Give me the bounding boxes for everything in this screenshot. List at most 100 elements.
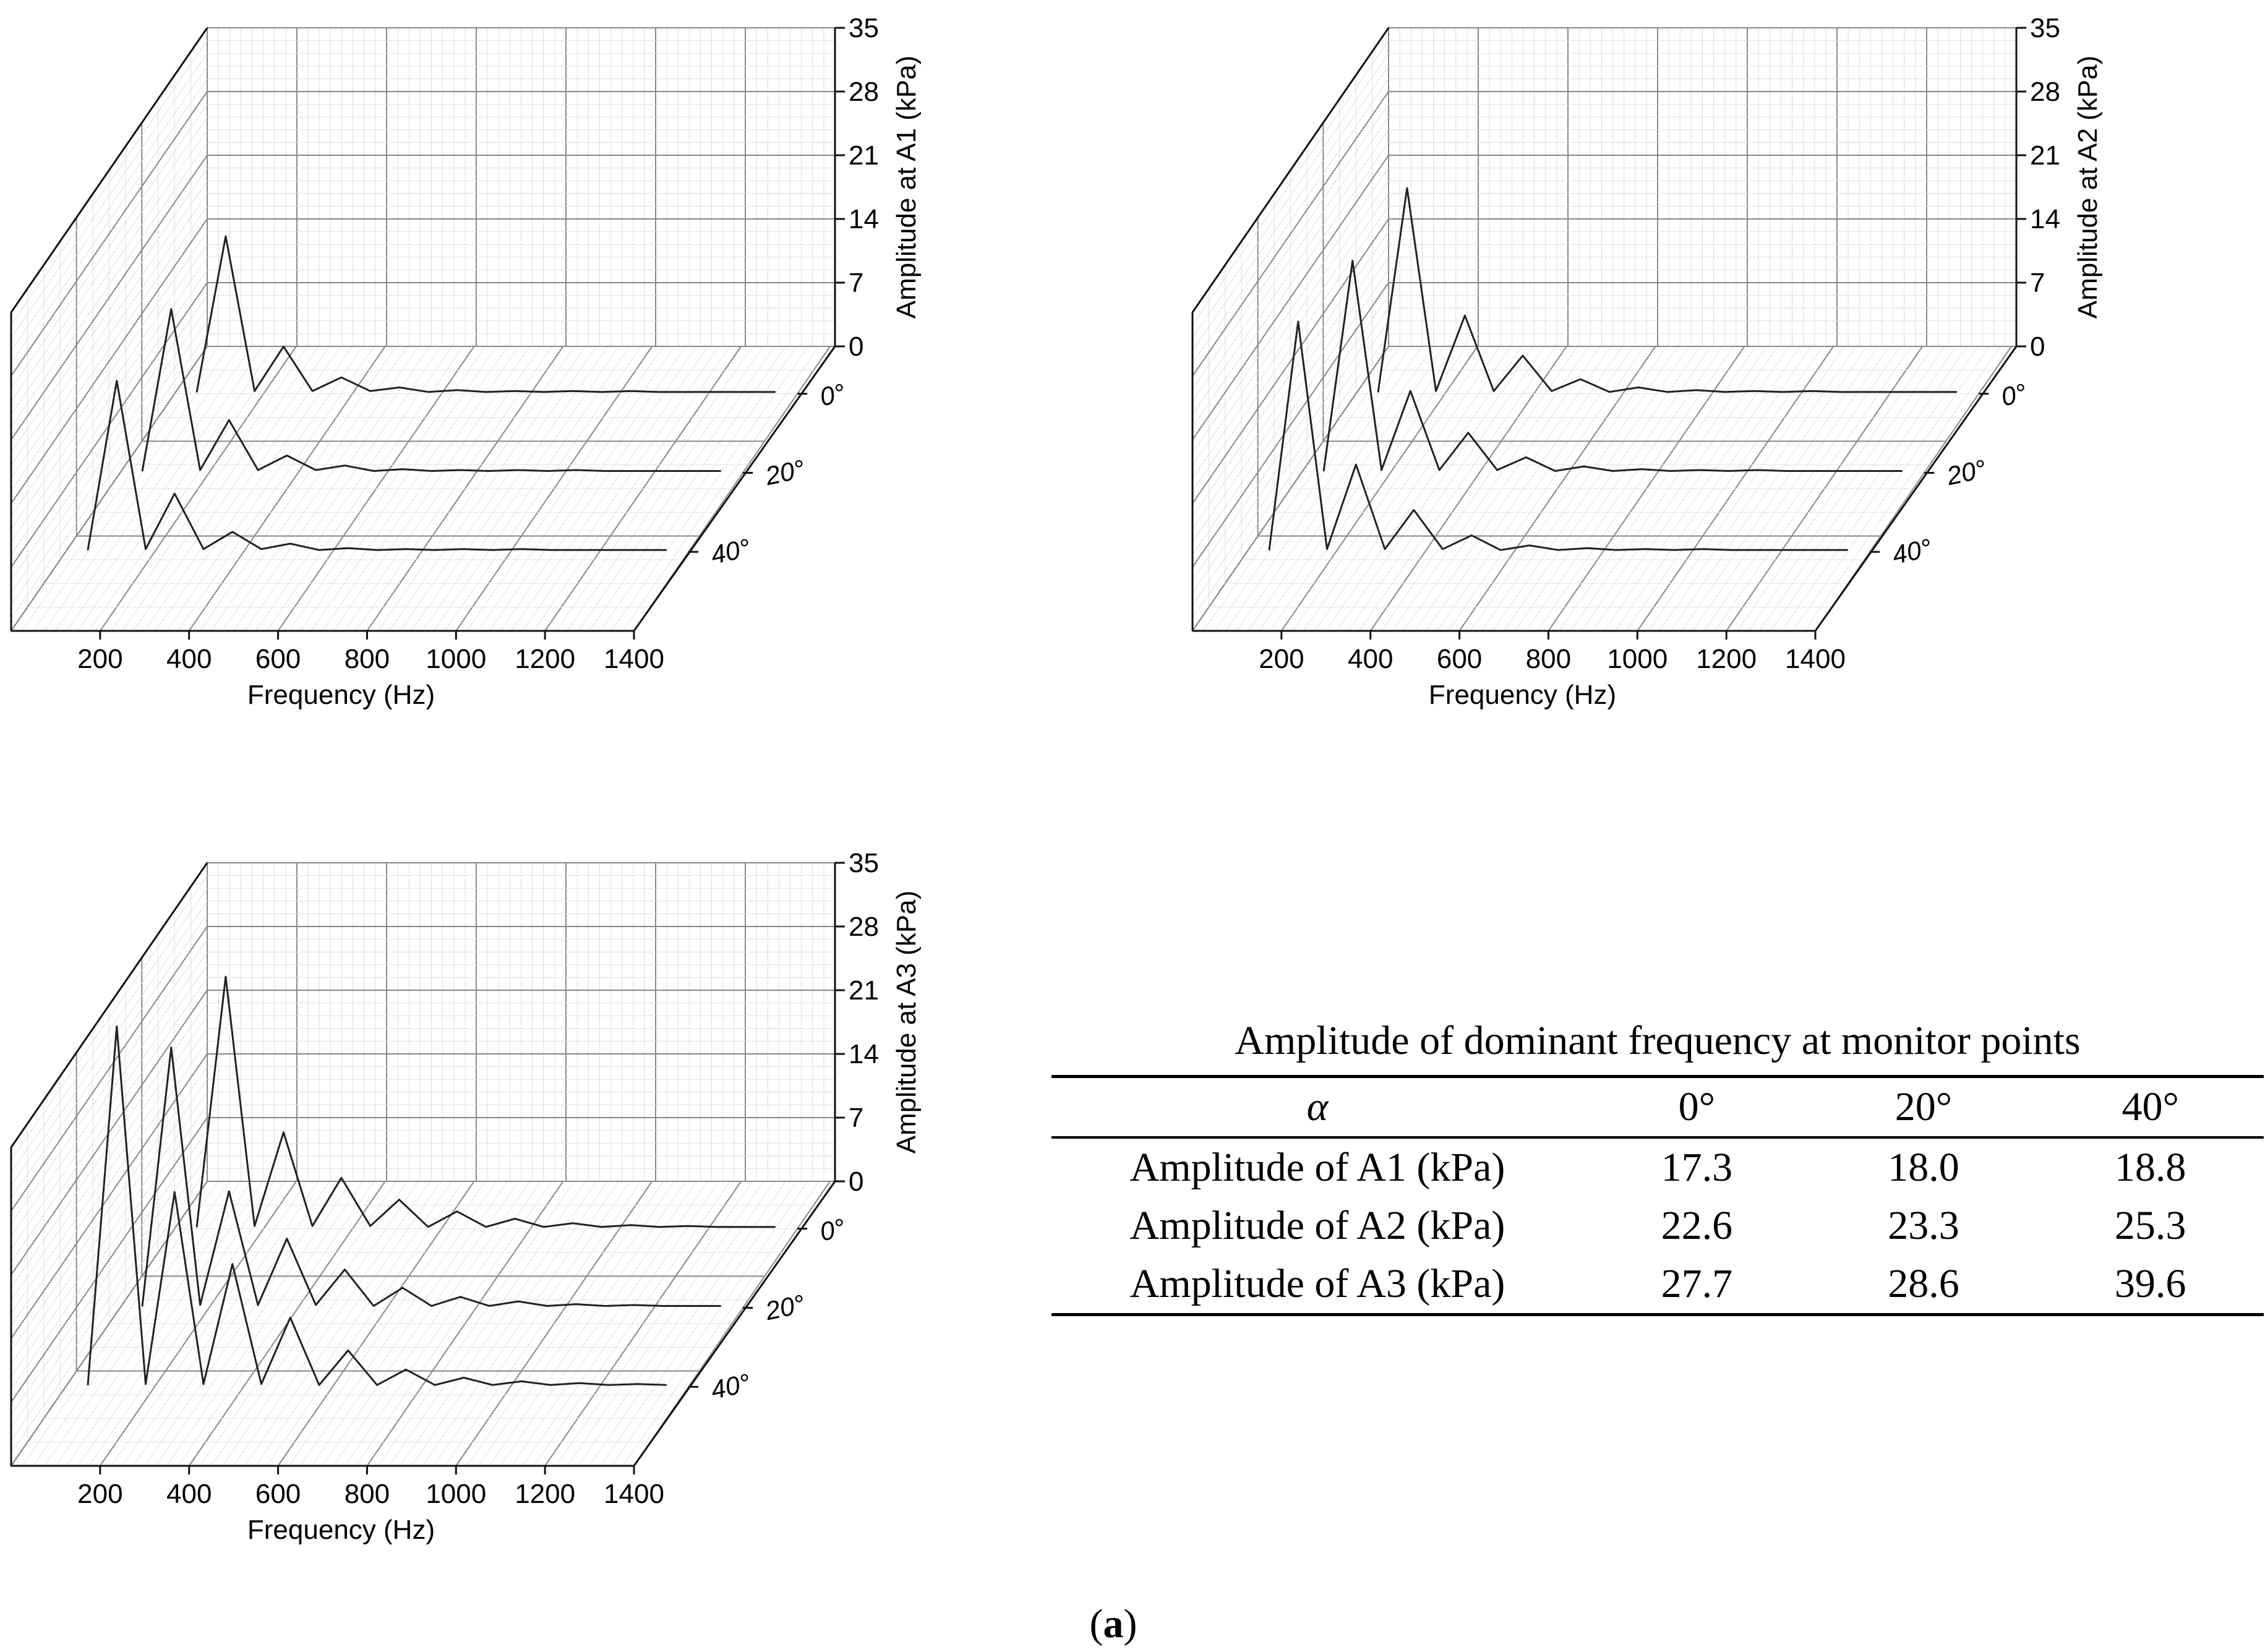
data-point: [1351, 260, 1353, 262]
data-point: [260, 548, 262, 550]
data-point: [1872, 470, 1874, 472]
data-point: [369, 390, 371, 392]
x-tick-label: 800: [1526, 644, 1571, 674]
data-point: [145, 1383, 147, 1385]
caption-open: (: [1089, 1601, 1103, 1646]
gridline-minor: [1192, 53, 1389, 338]
table-row: Amplitude of A2 (kPa) 22.6 23.3 25.3: [1051, 1197, 2264, 1255]
data-point: [633, 470, 635, 472]
x-tick-label: 1200: [515, 1479, 575, 1509]
y-tick-label: 35: [849, 13, 879, 43]
data-point: [376, 1384, 378, 1386]
data-point: [1840, 391, 1842, 393]
data-point: [720, 1305, 722, 1307]
data-point: [543, 1226, 545, 1228]
data-point: [745, 1226, 747, 1228]
data-point: [463, 1377, 465, 1379]
x-tick-label: 1000: [426, 644, 486, 674]
data-point: [745, 391, 747, 393]
data-point: [283, 346, 285, 348]
gridline-minor: [11, 79, 208, 364]
data-point: [254, 390, 255, 392]
data-point: [369, 1225, 371, 1227]
data-point: [456, 389, 458, 391]
gridline-minor: [11, 1092, 208, 1377]
data-point: [1818, 549, 1820, 551]
data-point: [1384, 548, 1385, 550]
data-point: [315, 469, 317, 471]
data-point: [463, 548, 465, 550]
amplitude-table: α 0° 20° 40° Amplitude of A1 (kPa) 17.3 …: [1051, 1075, 2264, 1316]
data-point: [1406, 187, 1408, 189]
gridline-minor: [1192, 168, 1389, 453]
data-point: [170, 1046, 172, 1048]
gridline-minor: [11, 320, 208, 606]
gridline-major: [11, 1053, 208, 1339]
gridline-minor: [11, 1041, 208, 1326]
data-point: [373, 470, 375, 472]
data-point: [1898, 391, 1899, 393]
data-point: [517, 1301, 519, 1303]
data-point: [1323, 470, 1325, 472]
data-point: [1442, 548, 1444, 550]
gridline-minor: [11, 1130, 208, 1415]
caption-close: ): [1123, 1601, 1137, 1646]
gridline-minor: [11, 104, 208, 389]
data-point: [1528, 544, 1530, 546]
data-point: [196, 1226, 198, 1228]
data-point: [142, 1305, 143, 1307]
data-point: [1326, 548, 1328, 550]
gridline-minor: [11, 116, 208, 402]
depth-label: 40°: [1890, 533, 1934, 570]
gridline-minor: [1192, 79, 1389, 364]
data-point: [604, 470, 606, 472]
gridline-minor: [1192, 180, 1389, 466]
data-point: [687, 1225, 689, 1227]
data-point: [489, 470, 490, 472]
x-tick-label: 200: [1259, 644, 1304, 674]
data-point: [1525, 456, 1527, 458]
y-tick-label: 35: [2030, 13, 2060, 43]
gridline-minor: [11, 142, 208, 427]
gridline-minor: [1192, 193, 1389, 479]
data-point: [1616, 549, 1617, 551]
data-point: [289, 543, 291, 544]
data-point: [228, 1191, 230, 1192]
gridline-major: [11, 91, 208, 377]
depth-label: 40°: [708, 533, 753, 570]
table-cell: 28.6: [1888, 1261, 1959, 1306]
data-point: [575, 469, 577, 471]
y-tick-label: 7: [849, 268, 863, 298]
data-point: [456, 1210, 458, 1212]
table-cell: 27.7: [1661, 1261, 1733, 1306]
data-point: [116, 380, 118, 382]
x-tick-label: 1400: [604, 1479, 664, 1509]
table-cell: 25.3: [2114, 1203, 2186, 1248]
data-point: [1843, 470, 1845, 472]
data-point: [630, 1224, 632, 1226]
gridline-minor: [11, 1003, 208, 1288]
data-point: [231, 1263, 233, 1265]
x-tick-label: 200: [77, 644, 122, 674]
data-point: [774, 1226, 776, 1228]
y-tick-label: 21: [849, 975, 879, 1006]
table-cell: 39.6: [2114, 1261, 2186, 1306]
data-point: [1782, 391, 1784, 393]
data-point: [319, 1384, 320, 1386]
data-point: [145, 548, 147, 550]
data-point: [1728, 470, 1729, 472]
gridline-minor: [11, 66, 208, 351]
data-point: [257, 1304, 259, 1306]
data-point: [1413, 509, 1415, 511]
y-tick-label: 21: [2030, 140, 2060, 171]
data-point: [1673, 549, 1675, 551]
data-point: [344, 464, 346, 466]
y-tick-label: 0: [2030, 332, 2045, 362]
data-point: [1355, 464, 1357, 465]
data-point: [401, 468, 403, 470]
data-point: [659, 1226, 661, 1228]
data-point: [199, 1304, 201, 1306]
data-point: [1612, 470, 1614, 472]
header-40deg: 40°: [2122, 1084, 2179, 1129]
data-point: [1702, 548, 1704, 550]
